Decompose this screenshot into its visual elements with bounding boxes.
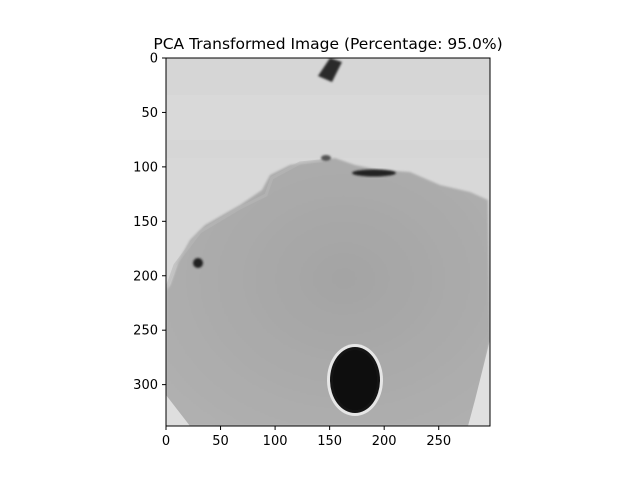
axes-frame — [165, 57, 491, 427]
x-tick-label: 100 — [263, 434, 288, 449]
y-tick-label: 50 — [141, 106, 158, 121]
x-tick-label: 150 — [317, 434, 342, 449]
x-tick-label: 250 — [426, 434, 451, 449]
chart-title: PCA Transformed Image (Percentage: 95.0%… — [153, 35, 502, 53]
x-axis: 0 50 100 150 200 250 — [162, 426, 451, 449]
y-tick-label: 0 — [150, 52, 158, 67]
y-tick-label: 250 — [133, 324, 158, 339]
y-tick-label: 150 — [133, 215, 158, 230]
pca-image — [166, 58, 490, 426]
y-tick-label: 100 — [133, 160, 158, 175]
x-tick-label: 200 — [372, 434, 397, 449]
y-tick-label: 300 — [133, 378, 158, 393]
x-tick-label: 50 — [212, 434, 229, 449]
y-axis: 0 50 100 150 200 250 300 — [133, 52, 166, 393]
y-tick-label: 200 — [133, 269, 158, 284]
x-tick-label: 0 — [162, 434, 170, 449]
